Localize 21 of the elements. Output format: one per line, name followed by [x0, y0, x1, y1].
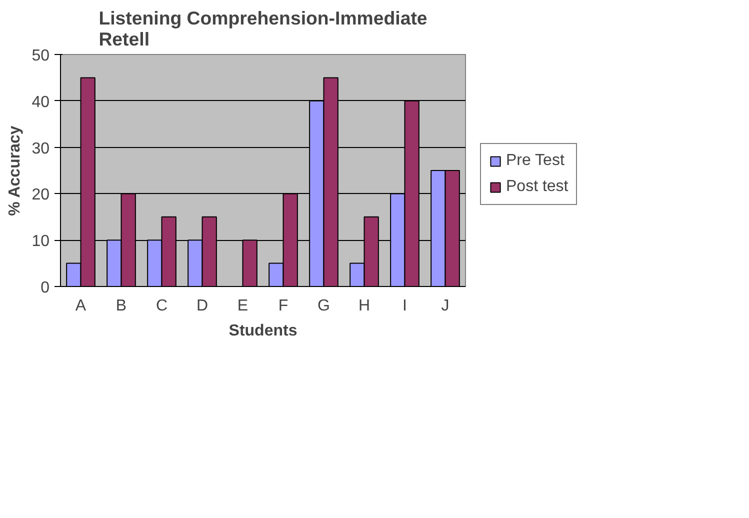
- x-tick-label: C: [156, 298, 168, 314]
- chart-title: Listening Comprehension-Immediate Retell: [98, 8, 428, 50]
- x-tick-label: I: [402, 298, 407, 314]
- legend-label: Post test: [506, 178, 568, 196]
- y-tick-label: 0: [40, 280, 50, 296]
- y-tick-label: 40: [32, 94, 50, 111]
- x-tick-label: G: [318, 298, 330, 314]
- x-axis-title: Students: [228, 322, 298, 340]
- x-tick-label: A: [75, 298, 86, 314]
- x-tick-label: B: [116, 298, 127, 314]
- x-tick-label: E: [237, 298, 248, 314]
- x-tick-label: H: [358, 298, 370, 314]
- y-tick-label: 10: [32, 233, 50, 250]
- y-tick-label: 20: [32, 186, 50, 204]
- legend-label: Pre Test: [506, 152, 564, 170]
- y-tick-label: 30: [32, 140, 50, 158]
- y-axis-title: % Accuracy: [6, 126, 24, 216]
- x-tick-label: D: [196, 298, 208, 314]
- x-tick-label: F: [278, 298, 288, 314]
- x-tick-label: J: [441, 298, 450, 314]
- y-tick-label: 50: [32, 48, 50, 64]
